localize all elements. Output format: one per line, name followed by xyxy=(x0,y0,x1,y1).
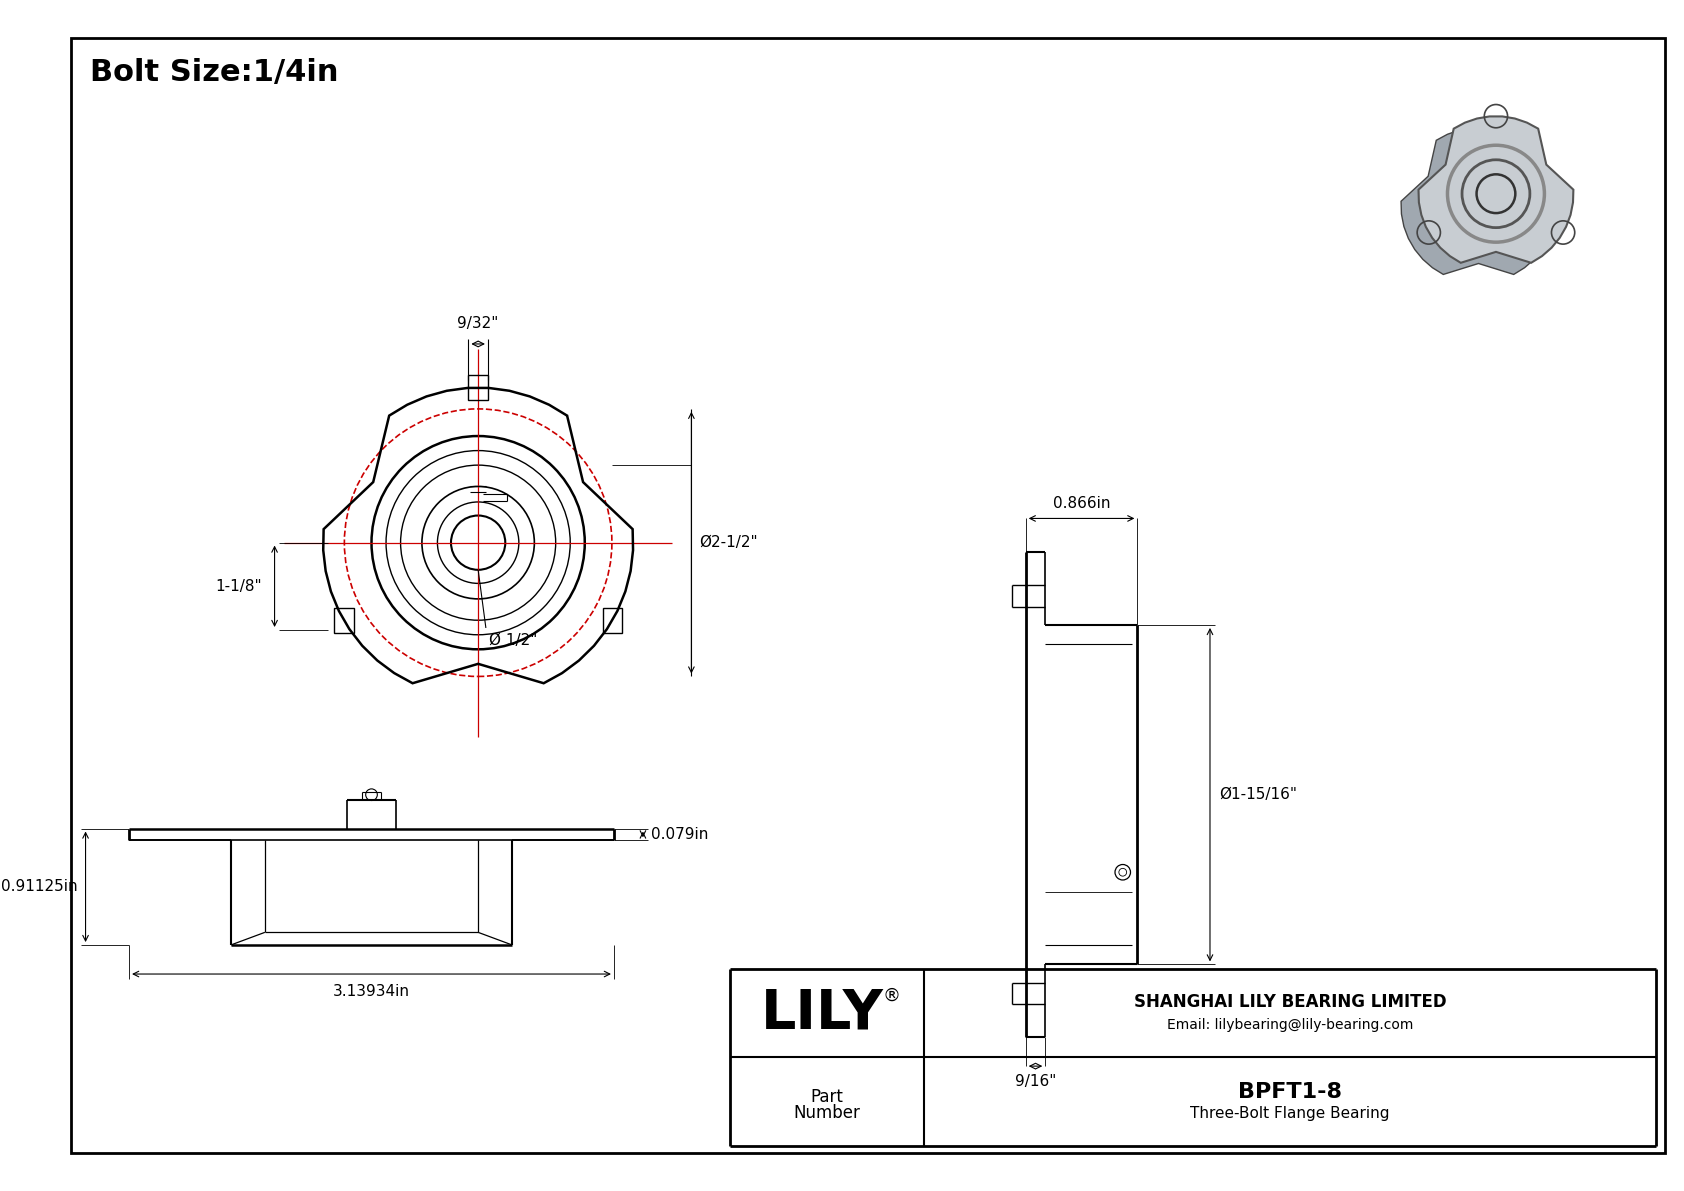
Text: ®: ® xyxy=(882,987,901,1005)
Text: Ø1-15/16": Ø1-15/16" xyxy=(1219,787,1298,803)
Text: BPFT1-8: BPFT1-8 xyxy=(1238,1081,1342,1102)
Text: 0.866in: 0.866in xyxy=(1052,495,1110,511)
Text: 9/16": 9/16" xyxy=(1015,1074,1056,1089)
Text: SHANGHAI LILY BEARING LIMITED: SHANGHAI LILY BEARING LIMITED xyxy=(1133,992,1447,1011)
Text: 0.079in: 0.079in xyxy=(650,827,707,842)
Text: 1-1/8": 1-1/8" xyxy=(216,579,263,594)
Text: LILY: LILY xyxy=(761,986,884,1040)
Text: 9/32": 9/32" xyxy=(458,317,498,331)
Text: 0.91125in: 0.91125in xyxy=(2,879,77,894)
Text: Ø2-1/2": Ø2-1/2" xyxy=(699,535,758,550)
Text: Number: Number xyxy=(793,1104,861,1122)
Text: Bolt Size:1/4in: Bolt Size:1/4in xyxy=(91,58,338,87)
Text: Three-Bolt Flange Bearing: Three-Bolt Flange Bearing xyxy=(1191,1105,1389,1121)
Text: 3.13934in: 3.13934in xyxy=(333,984,409,999)
Text: Part: Part xyxy=(810,1087,844,1105)
Polygon shape xyxy=(1418,117,1573,263)
Polygon shape xyxy=(1401,129,1556,274)
Text: Email: lilybearing@lily-bearing.com: Email: lilybearing@lily-bearing.com xyxy=(1167,1018,1413,1031)
Text: Ø 1/2": Ø 1/2" xyxy=(488,632,537,648)
